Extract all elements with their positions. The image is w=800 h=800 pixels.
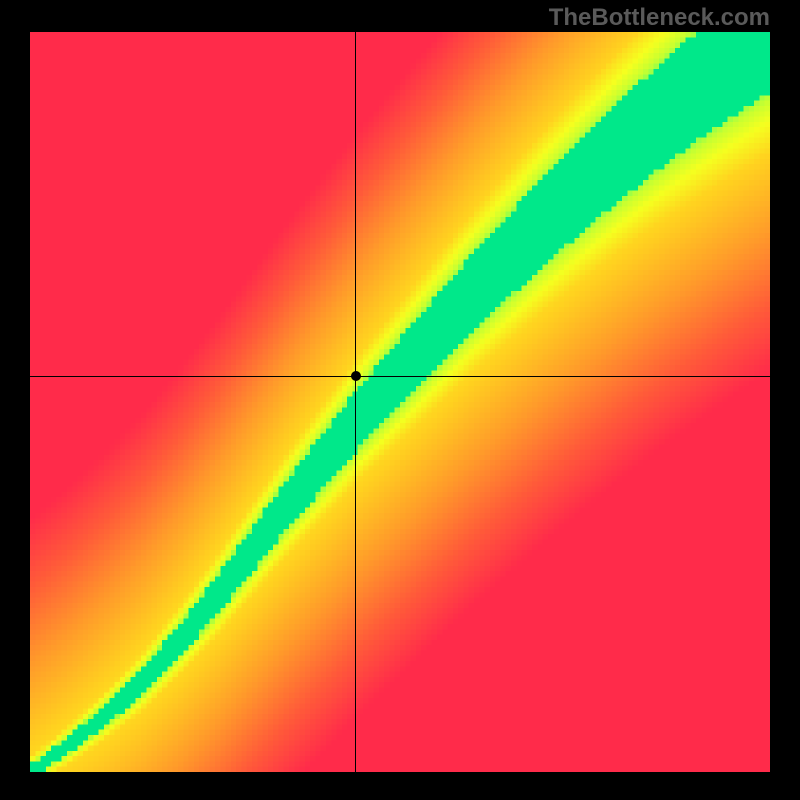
crosshair-horizontal [30, 376, 770, 377]
crosshair-vertical [355, 32, 356, 772]
heatmap-plot [30, 32, 770, 772]
crosshair-point [351, 371, 361, 381]
watermark-text: TheBottleneck.com [549, 4, 770, 32]
heatmap-canvas [30, 32, 770, 772]
